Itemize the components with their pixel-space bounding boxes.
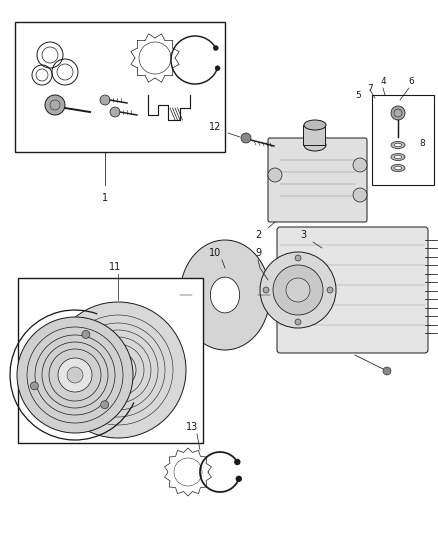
- Text: 12: 12: [209, 122, 221, 132]
- Text: 5: 5: [355, 91, 361, 100]
- Ellipse shape: [391, 165, 405, 172]
- Text: 10: 10: [209, 248, 221, 258]
- Circle shape: [213, 45, 218, 51]
- Circle shape: [82, 330, 90, 338]
- Circle shape: [236, 477, 241, 481]
- Text: 3: 3: [300, 230, 306, 240]
- Ellipse shape: [391, 154, 405, 160]
- Text: 6: 6: [408, 77, 414, 86]
- Circle shape: [273, 265, 323, 315]
- Circle shape: [295, 319, 301, 325]
- Circle shape: [241, 133, 251, 143]
- Bar: [303, 125, 325, 145]
- Circle shape: [263, 287, 269, 293]
- Circle shape: [327, 287, 333, 293]
- Bar: [15, 22, 225, 152]
- Text: 13: 13: [186, 422, 198, 432]
- Text: 9: 9: [255, 248, 261, 258]
- Text: 8: 8: [419, 139, 425, 148]
- Circle shape: [50, 302, 186, 438]
- Ellipse shape: [395, 155, 402, 159]
- Circle shape: [391, 106, 405, 120]
- Circle shape: [295, 255, 301, 261]
- Ellipse shape: [210, 277, 240, 313]
- Circle shape: [383, 367, 391, 375]
- Circle shape: [268, 168, 282, 182]
- Ellipse shape: [395, 166, 402, 169]
- Circle shape: [30, 382, 39, 390]
- FancyBboxPatch shape: [277, 227, 428, 353]
- Text: 1: 1: [102, 193, 108, 203]
- Circle shape: [45, 95, 65, 115]
- Text: 2: 2: [255, 230, 261, 240]
- Bar: [18, 278, 203, 443]
- Text: 11: 11: [109, 262, 121, 272]
- Circle shape: [286, 278, 310, 302]
- Circle shape: [353, 158, 367, 172]
- Ellipse shape: [395, 143, 402, 147]
- Ellipse shape: [391, 141, 405, 149]
- Circle shape: [215, 66, 220, 71]
- Circle shape: [67, 367, 83, 383]
- Circle shape: [235, 459, 240, 464]
- Circle shape: [17, 317, 133, 433]
- Circle shape: [100, 352, 136, 388]
- Circle shape: [110, 107, 120, 117]
- Circle shape: [58, 358, 92, 392]
- Ellipse shape: [304, 120, 326, 130]
- Circle shape: [101, 401, 109, 409]
- Circle shape: [260, 252, 336, 328]
- Circle shape: [100, 95, 110, 105]
- Circle shape: [353, 188, 367, 202]
- FancyBboxPatch shape: [268, 138, 367, 222]
- Text: 4: 4: [380, 77, 386, 86]
- Bar: [372, 95, 434, 185]
- Text: 7: 7: [367, 84, 373, 93]
- Ellipse shape: [180, 240, 270, 350]
- Circle shape: [108, 360, 128, 380]
- Ellipse shape: [304, 139, 326, 151]
